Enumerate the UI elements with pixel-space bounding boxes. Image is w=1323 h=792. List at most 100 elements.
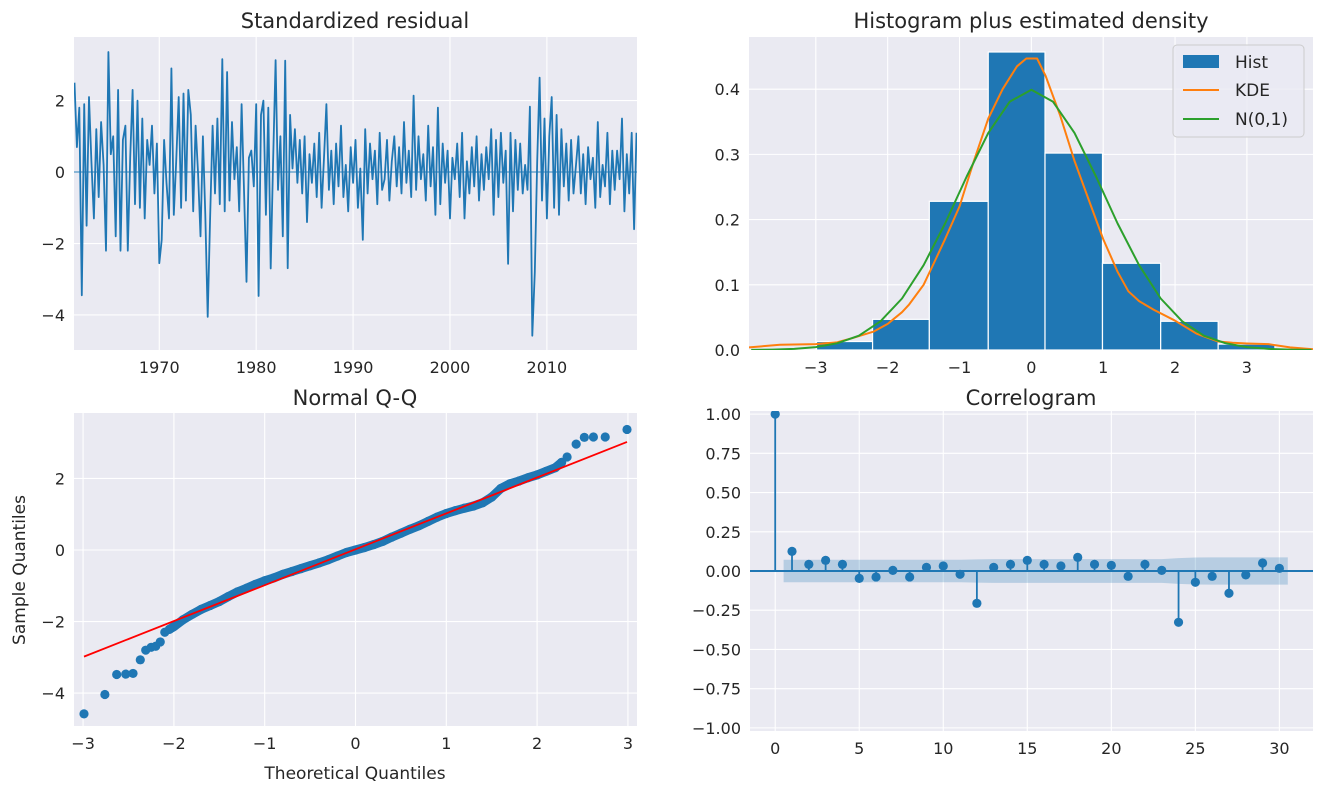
qq-point <box>100 689 110 700</box>
x-tick-label: 25 <box>1185 739 1205 758</box>
acf-marker <box>1173 617 1184 627</box>
qq-point <box>121 669 131 679</box>
x-tick-label: −1 <box>948 358 972 377</box>
y-tick-label: 1.00 <box>705 405 741 424</box>
acf-marker <box>1123 571 1133 581</box>
y-tick-label: −0.50 <box>692 640 741 659</box>
acf-marker <box>888 565 898 575</box>
legend-kde-label: KDE <box>1235 81 1270 101</box>
correlogram-marks <box>750 411 1313 627</box>
y-tick-label: 0.2 <box>715 211 740 230</box>
standardized-residual-panel: 1970 1980 1990 2000 2010 2 0 −2 −4 <box>41 37 637 377</box>
acf-marker <box>938 561 948 571</box>
y-tick-label: 0.50 <box>705 484 741 503</box>
x-tick-label: 1970 <box>139 358 180 377</box>
acf-marker <box>1257 558 1268 568</box>
acf-marker <box>871 572 881 582</box>
x-tick-label: −1 <box>253 734 277 753</box>
qq-point <box>600 432 610 442</box>
x-tick-label: 15 <box>1017 739 1037 758</box>
y-tick-label: −2 <box>41 235 65 254</box>
acf-marker <box>1207 571 1217 581</box>
legend-normal-label: N(0,1) <box>1235 110 1288 130</box>
x-tick-label: 3 <box>623 734 633 753</box>
x-tick-label: 30 <box>1269 739 1289 758</box>
qq-point <box>135 655 145 665</box>
qq-point <box>112 669 122 680</box>
normal-density-line <box>751 88 1312 350</box>
acf-marker <box>837 559 848 570</box>
x-tick-label: 1980 <box>236 358 277 377</box>
y-tick-label: 0.75 <box>705 444 741 463</box>
qq-point <box>79 709 89 719</box>
x-tick-label: 0 <box>770 739 780 758</box>
qq-title: Normal Q-Q <box>293 386 418 410</box>
correlogram-panel: 0 5 10 15 20 25 30 1.00 0.75 0.50 0.25 0.00 −0.25 −0.… <box>692 405 1313 758</box>
y-tick-label: −0.75 <box>692 680 741 699</box>
acf-marker <box>1073 552 1083 562</box>
acf-marker <box>1140 559 1150 570</box>
y-tick-label: −4 <box>41 306 65 325</box>
x-tick-label: −3 <box>71 734 95 753</box>
qq-point <box>251 579 261 589</box>
histogram-legend: Hist KDE N(0,1) <box>1172 44 1305 138</box>
acf-marker <box>921 562 932 572</box>
y-tick-label: 0 <box>55 163 65 182</box>
x-tick-label: 0 <box>1026 358 1036 377</box>
y-tick-label: 0 <box>55 541 65 560</box>
acf-marker <box>1106 560 1116 570</box>
normal-qq-panel: −3 −2 −1 0 1 2 3 2 0 −2 −4 <box>41 413 637 753</box>
acf-marker <box>787 546 797 556</box>
acf-marker <box>905 572 915 582</box>
y-tick-label: 0.1 <box>715 276 740 295</box>
qq-xlabel: Theoretical Quantiles <box>263 764 445 784</box>
qq-point <box>579 432 589 442</box>
y-tick-label: −4 <box>41 684 65 703</box>
histogram-bar <box>987 51 1046 350</box>
acf-marker <box>1157 565 1167 575</box>
x-tick-label: −3 <box>804 358 828 377</box>
correlogram-title: Correlogram <box>966 386 1097 410</box>
qq-point <box>562 452 572 462</box>
y-tick-label: 2 <box>55 469 65 488</box>
qq-point <box>505 479 515 489</box>
residual-title: Standardized residual <box>241 9 470 33</box>
kde-line <box>749 57 1313 350</box>
x-tick-label: 1990 <box>333 358 374 377</box>
x-tick-label: 2 <box>532 734 542 753</box>
x-tick-label: 20 <box>1101 739 1121 758</box>
x-tick-label: 3 <box>1242 358 1252 377</box>
x-tick-label: 10 <box>933 739 953 758</box>
acf-marker <box>989 562 999 572</box>
qq-point <box>571 439 581 449</box>
acf-marker <box>804 559 814 570</box>
acf-marker <box>972 598 982 608</box>
x-tick-label: −2 <box>162 734 186 753</box>
y-tick-label: −2 <box>41 613 65 632</box>
histogram-marks <box>749 51 1313 350</box>
acf-marker <box>821 555 831 565</box>
acf-marker <box>1224 588 1234 598</box>
qq-point <box>588 432 599 442</box>
histogram-bar <box>1044 152 1104 350</box>
qq-point <box>128 668 138 679</box>
acf-marker <box>1190 577 1200 587</box>
acf-marker <box>1039 559 1049 570</box>
x-tick-label: 2 <box>1170 358 1180 377</box>
y-tick-label: 2 <box>55 92 65 111</box>
qq-point <box>155 637 165 647</box>
y-tick-label: 0.0 <box>715 341 740 360</box>
histogram-bar <box>871 318 930 350</box>
legend-hist-label: Hist <box>1235 53 1268 73</box>
y-tick-label: 0.25 <box>705 523 741 542</box>
qq-point <box>169 621 179 632</box>
y-tick-label: −1.00 <box>692 719 741 738</box>
legend-hist-swatch <box>1183 55 1219 68</box>
x-tick-label: 2010 <box>527 358 568 377</box>
acf-marker <box>1274 563 1284 573</box>
qq-ylabel: Sample Quantiles <box>10 495 30 645</box>
qq-point <box>260 576 270 586</box>
y-tick-label: 0.4 <box>715 80 740 99</box>
acf-marker <box>1022 555 1032 565</box>
qq-marks <box>79 424 632 719</box>
